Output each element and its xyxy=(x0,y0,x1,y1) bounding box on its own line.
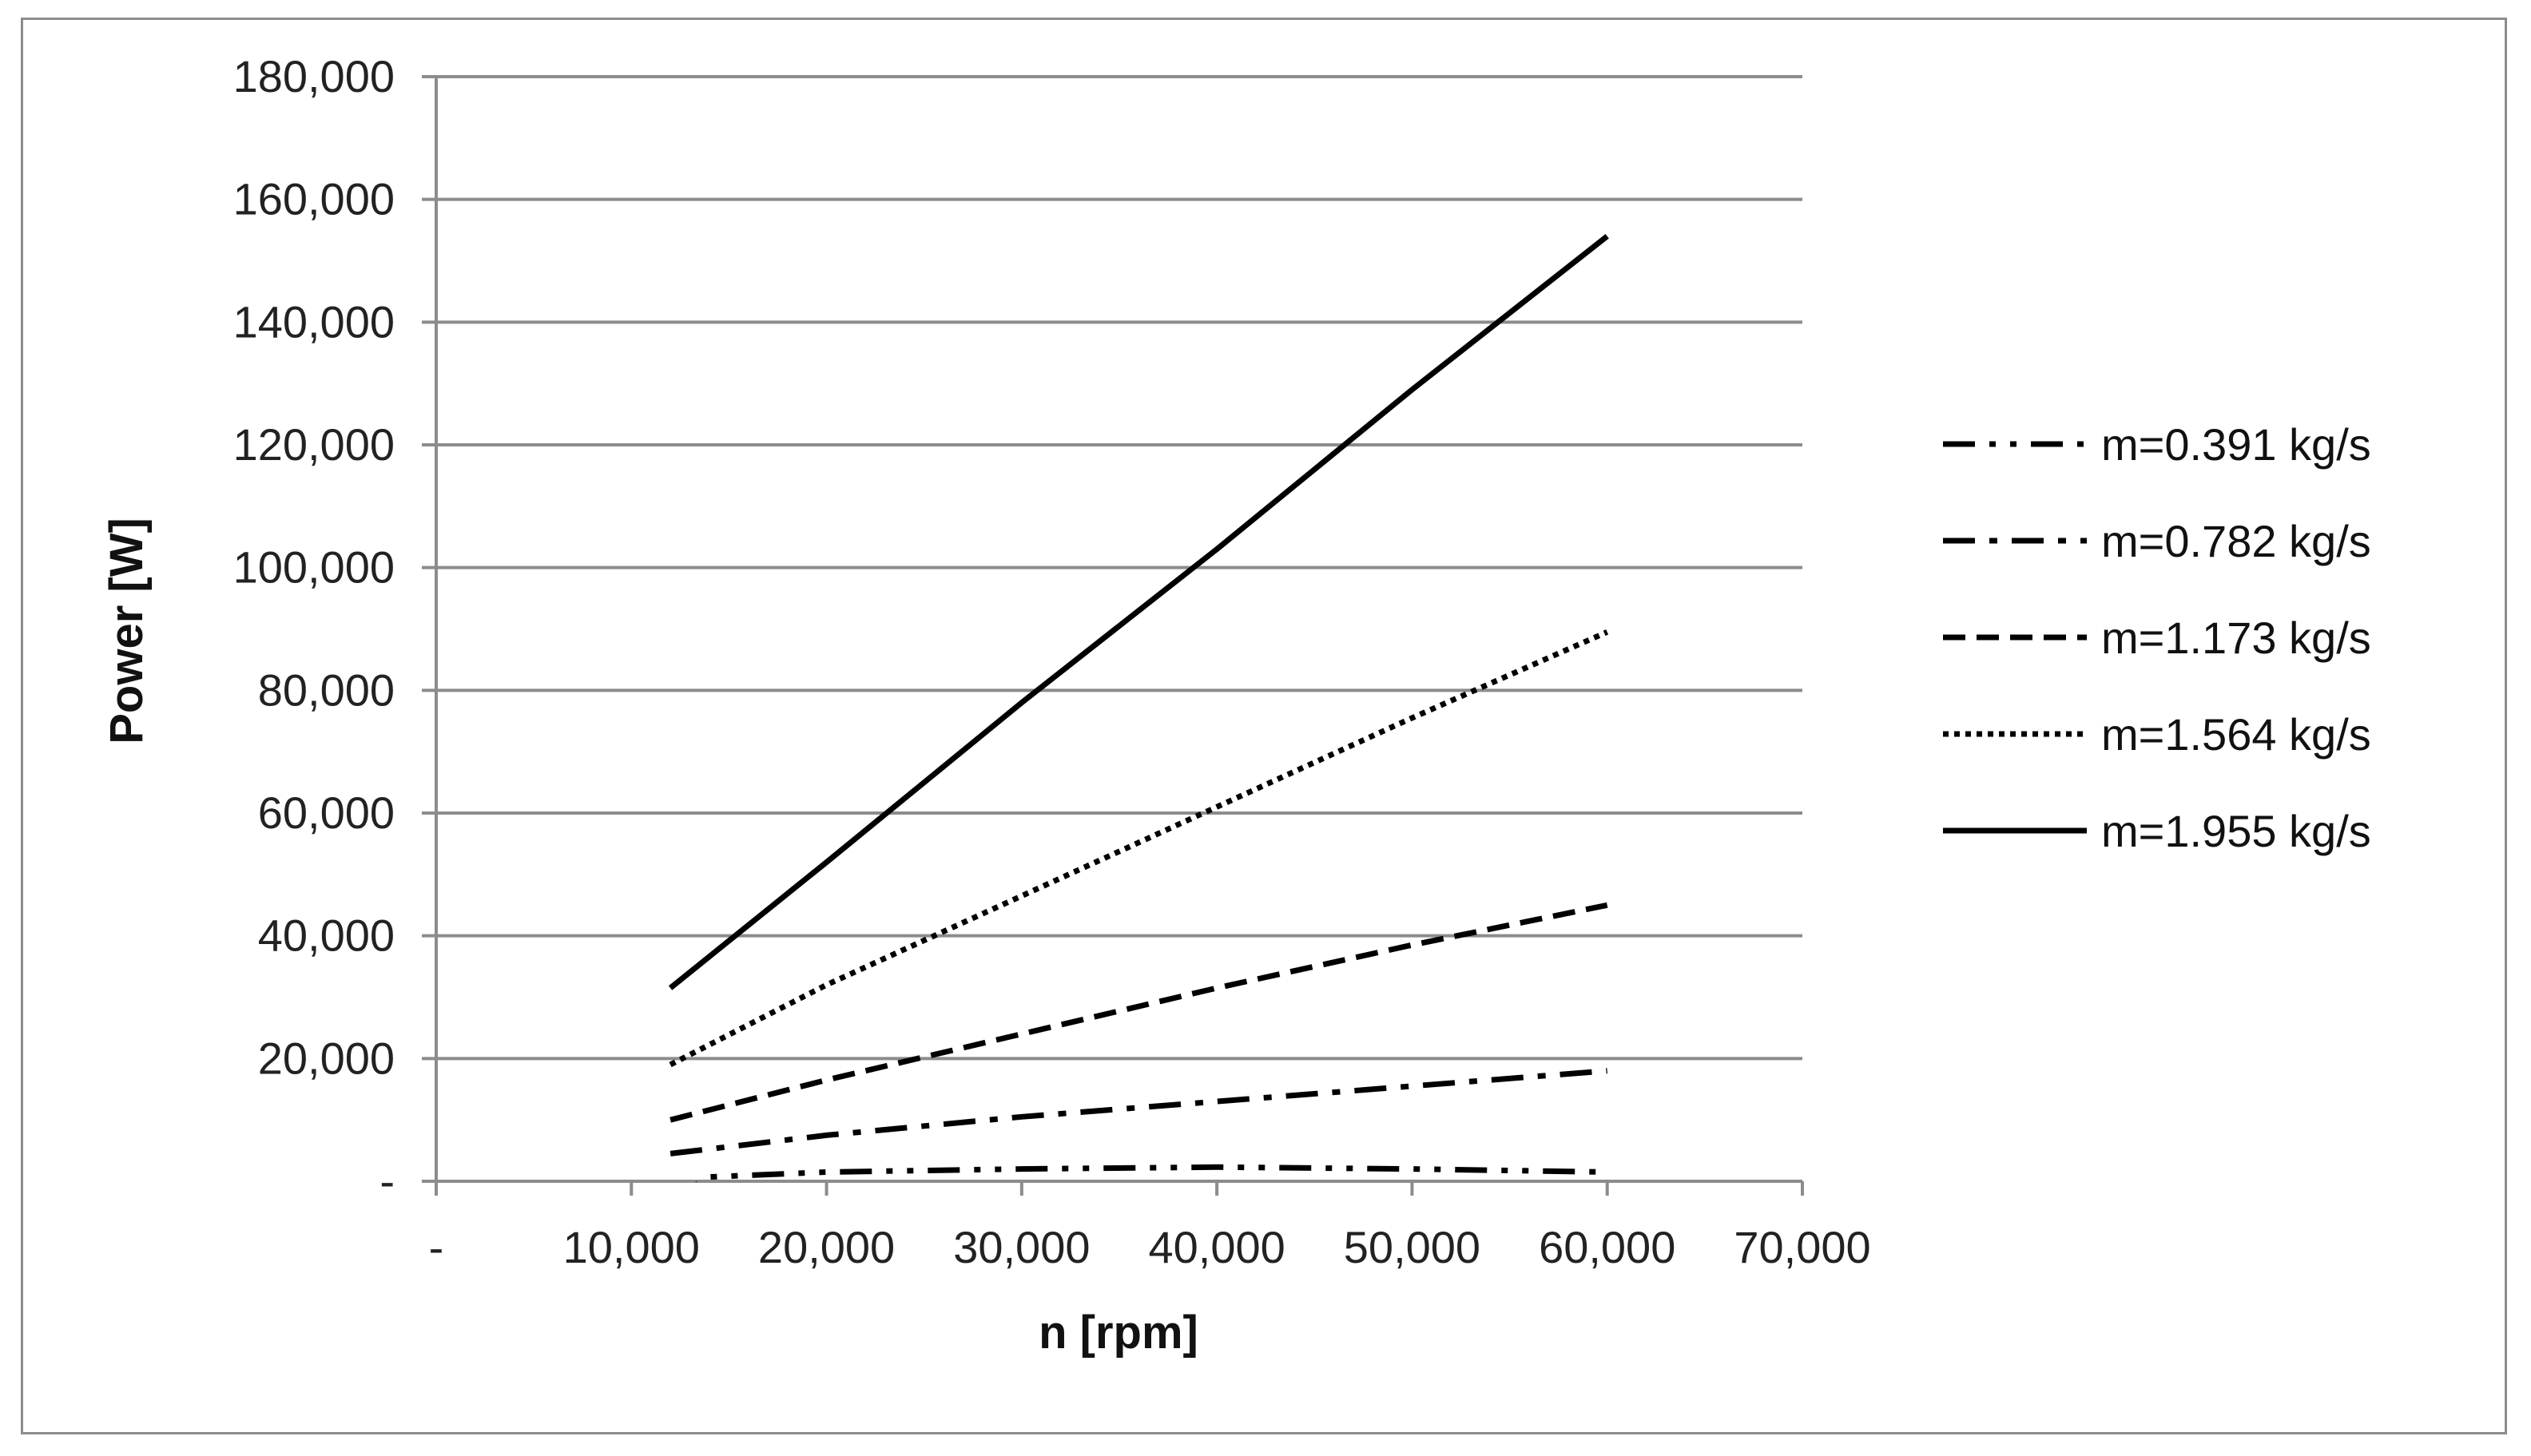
x-tick-label: 40,000 xyxy=(1149,1222,1285,1272)
x-tick-label: - xyxy=(429,1222,444,1272)
y-tick-label: 160,000 xyxy=(233,174,395,224)
y-tick-label: 80,000 xyxy=(258,665,395,715)
gridlines xyxy=(436,75,1802,1061)
series-line-1 xyxy=(695,1164,1607,1182)
y-axis-title: Power [W] xyxy=(101,518,153,744)
y-tick-label: 180,000 xyxy=(233,51,395,101)
legend-label-2: m=0.782 kg/s xyxy=(2101,516,2371,566)
x-tick-label: 30,000 xyxy=(953,1222,1090,1272)
y-tick-label: 60,000 xyxy=(258,788,395,838)
y-tick-label: - xyxy=(379,1156,395,1206)
legend-label-5: m=1.955 kg/s xyxy=(2101,806,2371,856)
x-tick-label: 20,000 xyxy=(758,1222,895,1272)
series-line-5 xyxy=(668,234,1609,990)
x-tick-label: 50,000 xyxy=(1344,1222,1480,1272)
y-tick-label: 100,000 xyxy=(233,542,395,593)
y-tick-label: 40,000 xyxy=(258,910,395,961)
y-tick-label: 140,000 xyxy=(233,296,395,347)
series-line-3 xyxy=(670,902,1608,1123)
x-tick-label: 10,000 xyxy=(563,1222,700,1272)
series-line-2 xyxy=(670,1068,1607,1156)
axes: - 20,000 40,000 60,000 80,000 100,000 120,000 1… xyxy=(233,51,1871,1272)
x-tick-label: 70,000 xyxy=(1734,1222,1870,1272)
legend: m=0.391 kg/s m=0.782 kg/s m=1.173 kg/s m=1.… xyxy=(1943,419,2371,856)
x-axis-title: n [rpm] xyxy=(1039,1307,1198,1359)
x-tick-label: 60,000 xyxy=(1539,1222,1675,1272)
series-group xyxy=(668,234,1609,1182)
legend-label-3: m=1.173 kg/s xyxy=(2101,613,2371,663)
y-tick-label: 20,000 xyxy=(258,1033,395,1083)
series-line-4 xyxy=(669,629,1609,1068)
y-tick-label: 120,000 xyxy=(233,419,395,470)
legend-label-1: m=0.391 kg/s xyxy=(2101,419,2371,470)
legend-label-4: m=1.564 kg/s xyxy=(2101,709,2371,760)
